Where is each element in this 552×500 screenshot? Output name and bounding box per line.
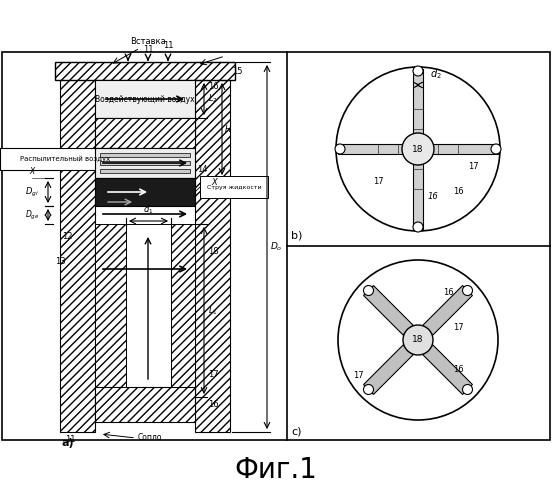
Circle shape xyxy=(413,66,423,76)
Bar xyxy=(171,224,195,387)
Bar xyxy=(100,153,190,157)
Text: 11: 11 xyxy=(143,45,153,54)
Text: 16: 16 xyxy=(453,187,464,196)
Text: 13: 13 xyxy=(55,257,66,266)
Text: 16: 16 xyxy=(428,192,439,201)
Text: Распылительный воздух: Распылительный воздух xyxy=(20,156,110,162)
Text: 14: 14 xyxy=(197,165,208,174)
Circle shape xyxy=(413,222,423,232)
Bar xyxy=(95,80,195,118)
Circle shape xyxy=(491,144,501,154)
Text: $L_2$: $L_2$ xyxy=(208,93,218,106)
Text: $d_2$: $d_2$ xyxy=(430,67,442,81)
Text: Сопло: Сопло xyxy=(138,433,162,442)
Bar xyxy=(95,224,126,387)
Bar xyxy=(338,144,498,154)
Bar xyxy=(60,62,95,432)
Bar xyxy=(95,178,195,206)
Polygon shape xyxy=(364,286,413,335)
Text: Вставка: Вставка xyxy=(130,37,166,46)
Circle shape xyxy=(403,325,433,355)
Text: Воздействующий воздух: Воздействующий воздух xyxy=(95,94,195,104)
Text: 11: 11 xyxy=(163,41,173,50)
Bar xyxy=(2,52,550,440)
Text: 16: 16 xyxy=(453,365,464,374)
Bar xyxy=(95,118,195,148)
Text: 18: 18 xyxy=(412,144,424,154)
Text: b): b) xyxy=(291,230,302,240)
Polygon shape xyxy=(364,345,413,395)
Text: 11: 11 xyxy=(65,435,76,444)
Text: $D_{gi}$: $D_{gi}$ xyxy=(25,186,39,198)
Bar xyxy=(195,62,230,432)
Circle shape xyxy=(463,286,473,296)
Circle shape xyxy=(336,67,500,231)
Text: 16: 16 xyxy=(208,400,219,409)
Circle shape xyxy=(463,384,473,394)
Text: H: H xyxy=(225,124,231,134)
Bar xyxy=(95,387,195,422)
Polygon shape xyxy=(423,345,473,395)
Text: 12: 12 xyxy=(62,232,72,241)
Bar xyxy=(413,69,423,229)
Polygon shape xyxy=(423,286,473,335)
Circle shape xyxy=(335,144,345,154)
Bar xyxy=(126,224,171,387)
Bar xyxy=(100,161,190,165)
Bar xyxy=(55,62,235,80)
Text: 17: 17 xyxy=(453,323,464,332)
Text: X: X xyxy=(29,167,35,176)
Circle shape xyxy=(338,260,498,420)
Circle shape xyxy=(402,133,434,165)
Text: 17: 17 xyxy=(468,162,479,171)
Text: 15: 15 xyxy=(232,66,242,76)
Text: 18: 18 xyxy=(412,336,424,344)
Text: X: X xyxy=(211,178,217,187)
Text: 16: 16 xyxy=(443,288,454,297)
Circle shape xyxy=(364,384,374,394)
Text: 18: 18 xyxy=(208,247,219,256)
Text: а): а) xyxy=(62,438,75,448)
Bar xyxy=(200,176,268,198)
Text: $D_o$: $D_o$ xyxy=(270,241,283,253)
Bar xyxy=(0,148,130,170)
Text: Фиг.1: Фиг.1 xyxy=(235,456,317,484)
Text: 16: 16 xyxy=(208,82,219,91)
Text: Струя жидкости: Струя жидкости xyxy=(206,184,261,190)
Text: $D_{ge}$: $D_{ge}$ xyxy=(25,208,39,222)
Text: 17: 17 xyxy=(208,370,219,379)
Text: $d_1$: $d_1$ xyxy=(143,204,153,216)
Bar xyxy=(100,169,190,173)
Text: c): c) xyxy=(291,426,301,436)
Text: $L_1$: $L_1$ xyxy=(208,304,218,317)
Text: 17: 17 xyxy=(353,371,364,380)
Circle shape xyxy=(364,286,374,296)
Text: 17: 17 xyxy=(373,177,384,186)
Bar xyxy=(95,148,195,178)
